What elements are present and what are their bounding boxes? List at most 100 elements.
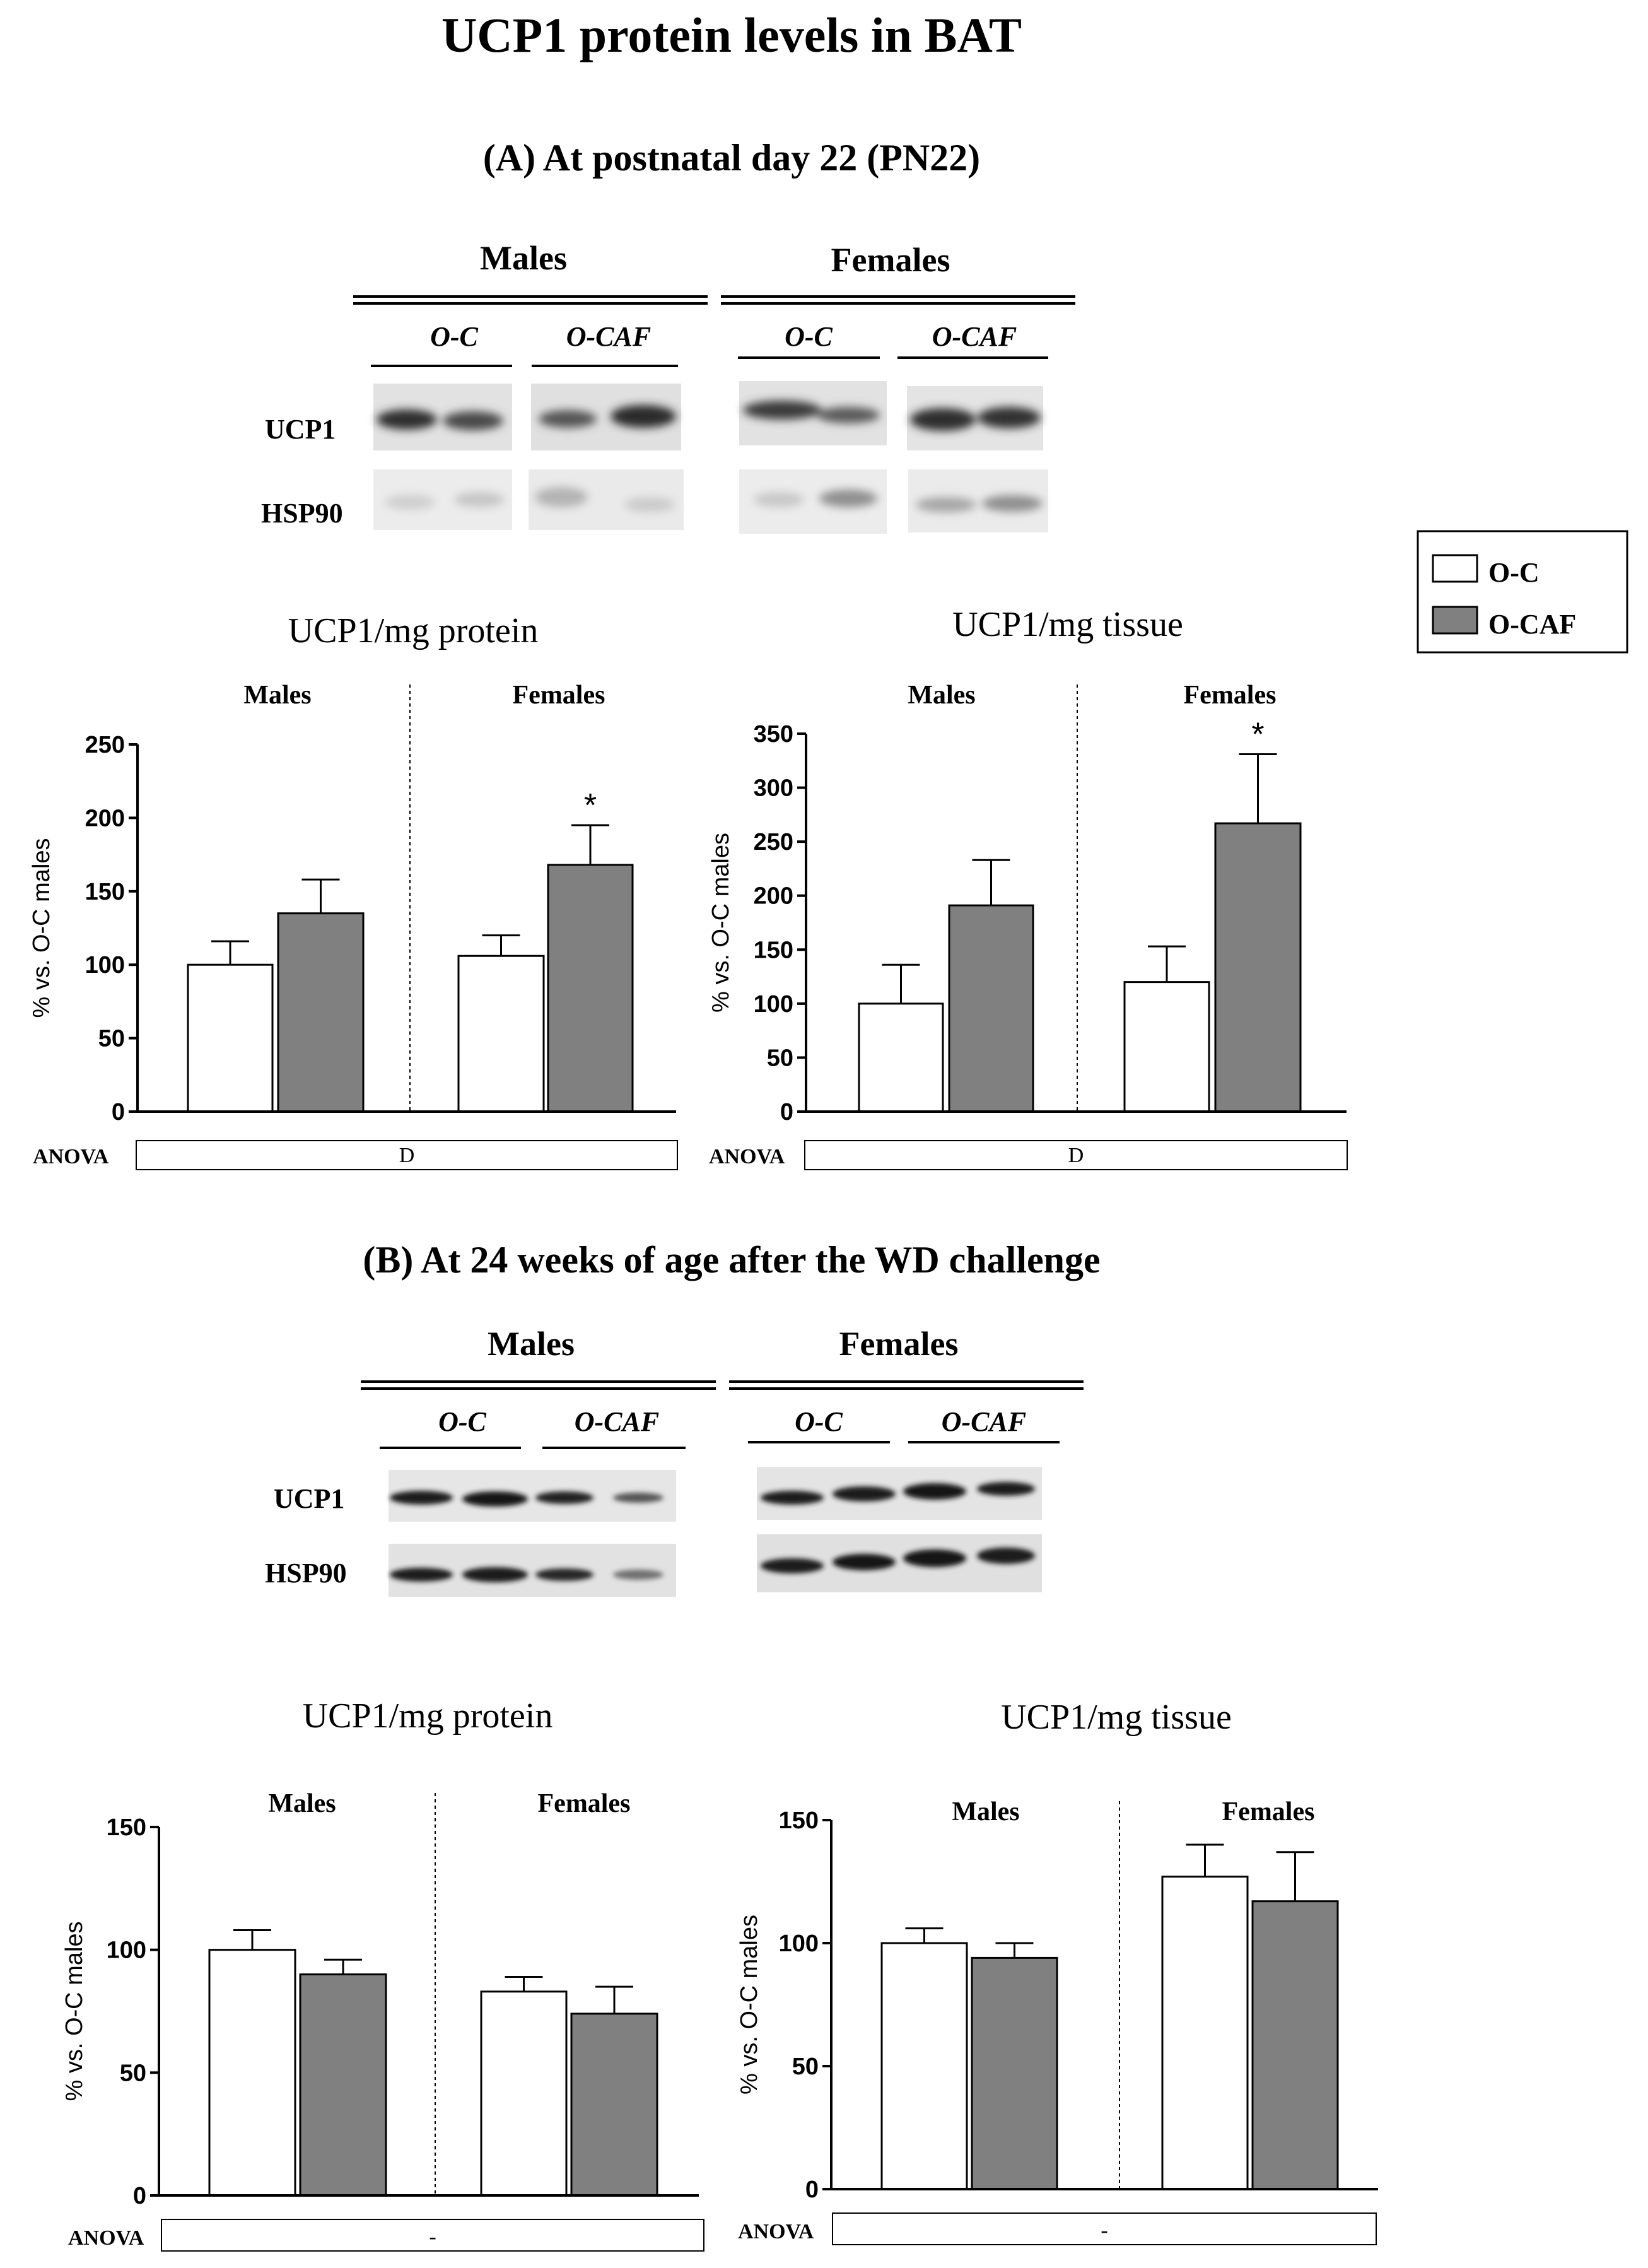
anova-label: ANOVA xyxy=(738,2220,814,2243)
y-tick-label: 150 xyxy=(754,937,793,963)
legend-swatch-oc xyxy=(1432,554,1478,583)
anova-box xyxy=(832,2212,1377,2245)
blot-b-group-oc-m: O-C xyxy=(438,1406,486,1437)
chart-title: UCP1/mg tissue xyxy=(1001,1698,1232,1737)
anova-box xyxy=(804,1140,1348,1170)
blot-a-females-label: Females xyxy=(831,241,950,279)
group-label: Females xyxy=(538,1789,631,1818)
blot-a-group-ocaf-m: O-CAF xyxy=(566,321,651,352)
chart-a-tissue: UCP1/mg tissue % vs. O-C males Males Female… xyxy=(708,605,1348,1170)
section-b-heading: (B) At 24 weeks of age after the WD chal… xyxy=(363,1239,1100,1281)
blot-a-group-oc-f: O-C xyxy=(785,321,833,352)
y-tick-label: 0 xyxy=(133,2183,146,2209)
chart-b-protein: UCP1/mg protein % vs. O-C males Males Femal… xyxy=(61,1696,704,2252)
y-tick-label: 100 xyxy=(85,952,125,978)
chart-b-tissue: UCP1/mg tissue % vs. O-C males Males Female… xyxy=(736,1698,1378,2245)
blot-b-group-oc-f: O-C xyxy=(795,1406,843,1437)
y-tick-label: 50 xyxy=(120,2060,146,2086)
blot-a-hsp90-panel xyxy=(373,469,1048,534)
y-tick-label: 200 xyxy=(754,883,793,910)
y-axis-label: % vs. O-C males xyxy=(708,833,734,1013)
significance-mark: * xyxy=(1251,717,1264,753)
group-label: Males xyxy=(908,681,975,710)
y-tick-label: 250 xyxy=(754,829,793,855)
chart-a-protein: UCP1/mg protein % vs. O-C males Males Femal… xyxy=(28,611,678,1170)
y-tick-label: 50 xyxy=(792,2054,819,2080)
section-a-heading: (A) At postnatal day 22 (PN22) xyxy=(483,137,980,179)
y-tick-label: 150 xyxy=(85,879,125,905)
blot-a: Males Females O-C O-CAF O-C O-CAF UCP1 H… xyxy=(261,239,1075,534)
anova-label: ANOVA xyxy=(68,2226,144,2250)
bar xyxy=(858,1002,944,1113)
y-tick-label: 50 xyxy=(98,1026,125,1052)
bar xyxy=(1214,822,1302,1113)
y-tick-label: 100 xyxy=(779,1930,819,1957)
blot-b-group-ocaf-f: O-CAF xyxy=(942,1406,1026,1437)
legend-label-oc: O-C xyxy=(1488,557,1540,588)
chart-title: UCP1/mg tissue xyxy=(952,605,1183,644)
anova-result: - xyxy=(429,2225,436,2248)
bar xyxy=(1251,1900,1339,2190)
y-tick-label: 0 xyxy=(805,2177,819,2203)
blot-a-row-ucp1: UCP1 xyxy=(265,414,336,445)
y-axis-label: % vs. O-C males xyxy=(28,838,55,1018)
anova-result: D xyxy=(399,1144,415,1167)
y-tick-label: 100 xyxy=(754,991,793,1018)
blot-a-males-label: Males xyxy=(480,239,567,277)
y-tick-label: 150 xyxy=(107,1814,146,1841)
blot-b-row-hsp90: HSP90 xyxy=(265,1558,347,1589)
bar xyxy=(187,963,274,1113)
blot-b-row-ucp1: UCP1 xyxy=(274,1483,344,1514)
blot-a-row-hsp90: HSP90 xyxy=(261,498,343,529)
bar xyxy=(570,2012,658,2197)
y-tick-label: 0 xyxy=(780,1099,793,1125)
bar xyxy=(208,1949,296,2197)
y-tick-label: 0 xyxy=(112,1099,125,1125)
y-axis-label: % vs. O-C males xyxy=(61,1921,88,2101)
y-tick-label: 150 xyxy=(779,1807,819,1834)
group-label: Males xyxy=(268,1789,336,1818)
blot-a-group-ocaf-f: O-CAF xyxy=(932,321,1017,352)
legend: O-C O-CAF xyxy=(1417,530,1628,654)
bar xyxy=(1123,981,1210,1113)
y-tick-label: 300 xyxy=(754,775,793,802)
chart-title: UCP1/mg protein xyxy=(303,1696,553,1736)
blot-a-group-oc-m: O-C xyxy=(430,321,478,352)
bar xyxy=(299,1973,387,2197)
anova-result: D xyxy=(1068,1144,1084,1167)
group-label: Females xyxy=(1222,1797,1315,1826)
bar xyxy=(971,1956,1058,2190)
legend-swatch-ocaf xyxy=(1432,606,1478,635)
bar xyxy=(1161,1876,1249,2190)
figure-title: UCP1 protein levels in BAT xyxy=(441,8,1022,62)
anova-result: - xyxy=(1101,2219,1107,2242)
significance-mark: * xyxy=(584,787,597,824)
group-label: Females xyxy=(513,681,605,710)
anova-label: ANOVA xyxy=(709,1145,785,1168)
bar xyxy=(480,1990,568,2197)
y-tick-label: 50 xyxy=(767,1045,793,1071)
y-tick-label: 200 xyxy=(85,805,125,831)
group-label: Females xyxy=(1184,681,1277,710)
blot-b-males-label: Males xyxy=(488,1325,575,1363)
blot-b-females-label: Females xyxy=(839,1325,959,1363)
blot-b-group-ocaf-m: O-CAF xyxy=(575,1406,659,1437)
y-tick-label: 100 xyxy=(107,1937,146,1964)
group-label: Males xyxy=(243,681,311,710)
anova-box xyxy=(161,2219,704,2252)
y-tick-label: 250 xyxy=(85,732,125,758)
bar xyxy=(948,904,1034,1113)
group-label: Males xyxy=(952,1797,1019,1826)
bar xyxy=(457,955,545,1113)
chart-title: UCP1/mg protein xyxy=(288,611,539,650)
blot-b-hsp90-panel xyxy=(389,1534,1042,1597)
legend-label-ocaf: O-CAF xyxy=(1488,609,1576,640)
blot-b-ucp1-panel xyxy=(389,1467,1042,1522)
y-tick-label: 350 xyxy=(754,721,793,748)
bar xyxy=(547,864,634,1113)
anova-label: ANOVA xyxy=(33,1145,109,1168)
bar xyxy=(277,912,365,1113)
blot-b: Males Females O-C O-CAF O-C O-CAF UCP1 H… xyxy=(265,1325,1084,1597)
bar xyxy=(880,1942,968,2190)
